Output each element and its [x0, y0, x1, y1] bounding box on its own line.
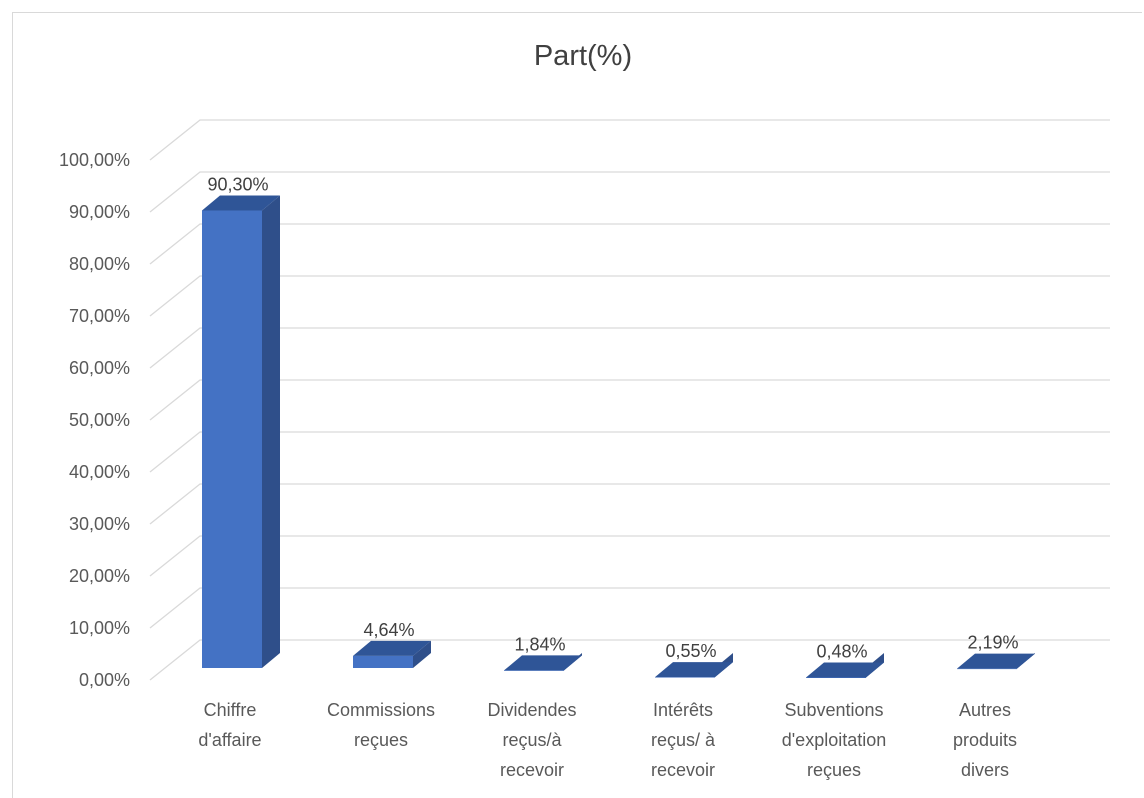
- bar-top: [353, 640, 431, 656]
- chart-frame: [12, 12, 1142, 798]
- category-label: d'exploitation: [782, 730, 887, 750]
- bar-side: [262, 195, 280, 668]
- category-label: reçus/ à: [651, 730, 716, 750]
- bar: [957, 668, 1017, 670]
- y-tick-label: 60,00%: [69, 358, 130, 378]
- bar-top: [655, 662, 733, 678]
- bar: [202, 210, 262, 668]
- category-label: divers: [961, 760, 1009, 780]
- category-label: Subventions: [784, 700, 883, 720]
- category-label: Chiffre: [204, 700, 257, 720]
- bar-top: [504, 655, 582, 671]
- gridline: [149, 275, 1110, 317]
- category-label: recevoir: [500, 760, 564, 780]
- y-tick-label: 90,00%: [69, 202, 130, 222]
- category-label: produits: [953, 730, 1017, 750]
- bar-top: [957, 653, 1035, 669]
- chart-title: Part(%): [533, 40, 633, 72]
- bar-top: [202, 195, 280, 211]
- bar: [504, 670, 564, 671]
- data-label: 4,64%: [363, 620, 414, 640]
- y-tick-label: 0,00%: [79, 670, 130, 690]
- data-label: 2,19%: [967, 633, 1018, 653]
- gridline: [149, 171, 1110, 213]
- gridline: [149, 327, 1110, 369]
- gridline: [149, 379, 1110, 421]
- data-label: 0,55%: [665, 641, 716, 661]
- y-tick-label: 50,00%: [69, 410, 130, 430]
- y-tick-label: 70,00%: [69, 306, 130, 326]
- data-label: 90,30%: [207, 174, 268, 194]
- category-label: Autres: [959, 700, 1011, 720]
- y-tick-label: 40,00%: [69, 462, 130, 482]
- category-label: Intérêts: [653, 700, 713, 720]
- y-tick-label: 30,00%: [69, 514, 130, 534]
- data-label: 1,84%: [514, 634, 565, 654]
- category-label: Commissions: [327, 700, 435, 720]
- category-label: d'affaire: [198, 730, 261, 750]
- category-label: reçus/à: [502, 730, 562, 750]
- bar: [655, 677, 715, 678]
- data-label: 0,48%: [816, 642, 867, 662]
- bar: [353, 655, 413, 668]
- y-tick-label: 20,00%: [69, 566, 130, 586]
- bar-side: [413, 640, 431, 668]
- bar: [806, 677, 866, 679]
- gridline: [149, 587, 1110, 629]
- gridline: [149, 223, 1110, 265]
- y-tick-label: 80,00%: [69, 254, 130, 274]
- bar-top: [806, 662, 884, 678]
- category-label: reçues: [354, 730, 408, 750]
- gridline: [149, 535, 1110, 577]
- gridline: [149, 483, 1110, 525]
- y-tick-label: 10,00%: [69, 618, 130, 638]
- gridline: [149, 119, 1110, 161]
- gridline: [149, 639, 1110, 681]
- category-label: reçues: [807, 760, 861, 780]
- gridline: [149, 431, 1110, 473]
- category-label: Dividendes: [487, 700, 576, 720]
- category-label: recevoir: [651, 760, 715, 780]
- y-tick-label: 100,00%: [59, 150, 130, 170]
